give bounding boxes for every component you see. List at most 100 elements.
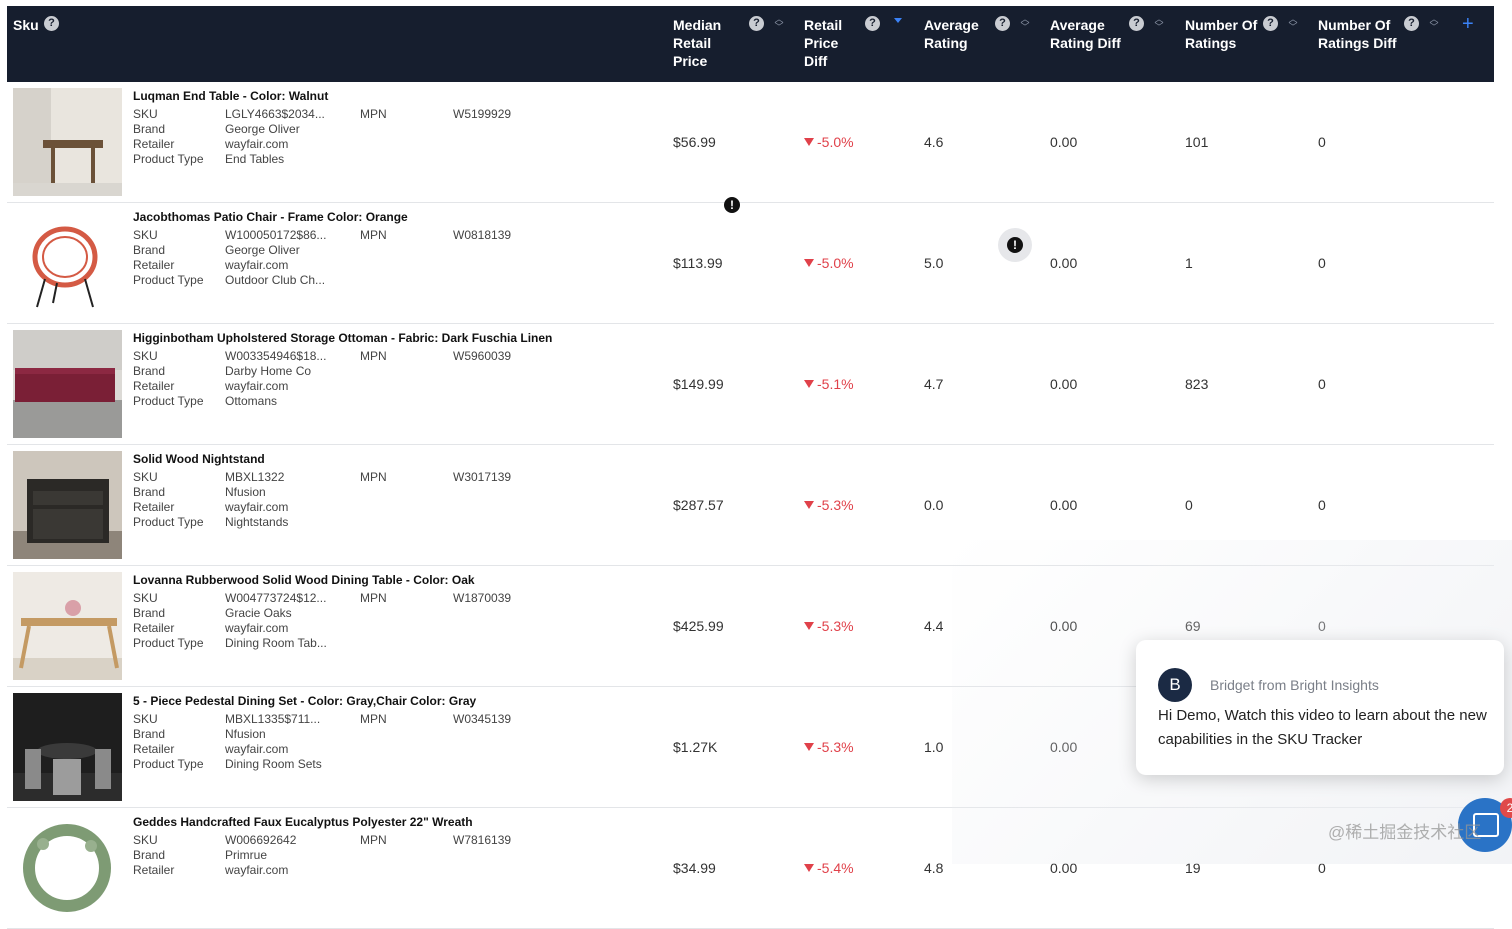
product-image[interactable] bbox=[13, 330, 122, 438]
median-retail-price: $425.99 bbox=[673, 618, 724, 634]
sku-value: W003354946$18... bbox=[225, 349, 327, 363]
average-rating-diff: 0.00 bbox=[1050, 618, 1078, 634]
retail-price-diff: -5.4% bbox=[804, 860, 854, 876]
sort-icon[interactable]: ︿ ﹀ bbox=[774, 14, 784, 32]
brand-value: Primrue bbox=[225, 848, 268, 862]
column-header-average-rating-diff[interactable]: Average Rating Diff bbox=[1050, 17, 1121, 51]
help-icon[interactable]: ? bbox=[1404, 16, 1419, 31]
warning-icon[interactable]: ! bbox=[724, 197, 740, 213]
help-icon[interactable]: ? bbox=[749, 16, 764, 31]
retailer-label: Retailer bbox=[133, 379, 175, 393]
sort-icon[interactable]: ︿ ﹀ bbox=[1020, 14, 1030, 32]
product-name[interactable]: Geddes Handcrafted Faux Eucalyptus Polye… bbox=[133, 815, 473, 829]
down-arrow-icon bbox=[804, 864, 814, 872]
number-of-ratings-diff: 0 bbox=[1318, 376, 1326, 392]
table-row[interactable]: Solid Wood Nightstand SKU MBXL1322 Brand N… bbox=[7, 445, 1494, 566]
brand-value: George Oliver bbox=[225, 243, 300, 257]
help-icon[interactable]: ? bbox=[44, 16, 59, 31]
sku-label: SKU bbox=[133, 470, 158, 484]
table-row[interactable]: Luqman End Table - Color: Walnut SKU LGLY… bbox=[7, 82, 1494, 203]
retailer-label: Retailer bbox=[133, 863, 175, 877]
help-icon[interactable]: ? bbox=[865, 16, 880, 31]
product-type-label: Product Type bbox=[133, 757, 204, 771]
table-header: Sku ? Median Retail Price ? ︿ ﹀ Retail Pr… bbox=[7, 6, 1494, 82]
sku-table: Sku ? Median Retail Price ? ︿ ﹀ Retail Pr… bbox=[7, 6, 1494, 929]
retail-price-diff-value: -5.4% bbox=[817, 860, 854, 876]
retail-price-diff-value: -5.3% bbox=[817, 739, 854, 755]
number-of-ratings: 823 bbox=[1185, 376, 1209, 392]
sku-label: SKU bbox=[133, 833, 158, 847]
chat-message-card[interactable]: B Bridget from Bright Insights Hi Demo, … bbox=[1136, 640, 1504, 775]
column-header-number-of-ratings-diff[interactable]: Number Of Ratings Diff bbox=[1318, 17, 1397, 51]
column-header-retail-price-diff[interactable]: Retail Price Diff bbox=[804, 17, 843, 69]
table-row[interactable]: Jacobthomas Patio Chair - Frame Color: O… bbox=[7, 203, 1494, 324]
retail-price-diff: -5.0% bbox=[804, 134, 854, 150]
product-image[interactable] bbox=[13, 451, 122, 559]
product-type-value: Nightstands bbox=[225, 515, 289, 529]
average-rating: 0.0 bbox=[924, 497, 944, 513]
average-rating: 1.0 bbox=[924, 739, 944, 755]
mpn-label: MPN bbox=[360, 107, 387, 121]
column-header-average-rating[interactable]: Average Rating bbox=[924, 17, 979, 51]
help-icon[interactable]: ? bbox=[1129, 16, 1144, 31]
retailer-value: wayfair.com bbox=[225, 137, 289, 151]
product-type-label: Product Type bbox=[133, 515, 204, 529]
product-image[interactable] bbox=[13, 88, 122, 196]
product-name[interactable]: Higginbotham Upholstered Storage Ottoman… bbox=[133, 331, 553, 345]
help-icon[interactable]: ? bbox=[1263, 16, 1278, 31]
sku-value: W006692642 bbox=[225, 833, 297, 847]
column-header-number-of-ratings[interactable]: Number Of Ratings bbox=[1185, 17, 1258, 51]
sku-value: LGLY4663$2034... bbox=[225, 107, 325, 121]
sort-icon[interactable]: ︿ ﹀ bbox=[1154, 14, 1164, 32]
product-type-label: Product Type bbox=[133, 273, 204, 287]
mpn-label: MPN bbox=[360, 833, 387, 847]
product-image[interactable] bbox=[13, 209, 122, 317]
product-name[interactable]: Luqman End Table - Color: Walnut bbox=[133, 89, 329, 103]
down-arrow-icon bbox=[804, 622, 814, 630]
brand-label: Brand bbox=[133, 364, 166, 378]
sort-icon[interactable]: ︿ ﹀ bbox=[1429, 14, 1439, 32]
number-of-ratings-diff: 0 bbox=[1318, 255, 1326, 271]
retail-price-diff-value: -5.1% bbox=[817, 376, 854, 392]
column-header-median-retail-price[interactable]: Median Retail Price bbox=[673, 17, 722, 69]
retailer-value: wayfair.com bbox=[225, 500, 289, 514]
product-name[interactable]: Lovanna Rubberwood Solid Wood Dining Tab… bbox=[133, 573, 475, 587]
chat-message-text[interactable]: Hi Demo, Watch this video to learn about… bbox=[1158, 707, 1487, 748]
retail-price-diff: -5.1% bbox=[804, 376, 854, 392]
retailer-value: wayfair.com bbox=[225, 742, 289, 756]
brand-label: Brand bbox=[133, 243, 166, 257]
brand-label: Brand bbox=[133, 606, 166, 620]
add-column-icon[interactable]: + bbox=[1462, 13, 1474, 35]
sku-value: MBXL1335$711... bbox=[225, 712, 321, 726]
sku-label: SKU bbox=[133, 591, 158, 605]
column-header-sku[interactable]: Sku bbox=[13, 17, 39, 33]
down-arrow-icon bbox=[804, 743, 814, 751]
product-name[interactable]: 5 - Piece Pedestal Dining Set - Color: G… bbox=[133, 694, 477, 708]
mpn-value: W0345139 bbox=[453, 712, 512, 726]
product-image[interactable] bbox=[13, 693, 122, 801]
product-name[interactable]: Solid Wood Nightstand bbox=[133, 452, 265, 466]
median-retail-price: $56.99 bbox=[673, 134, 716, 150]
down-arrow-icon bbox=[804, 259, 814, 267]
product-image[interactable] bbox=[13, 572, 122, 680]
sort-icon[interactable]: ︿ ﹀ bbox=[1288, 14, 1298, 32]
retail-price-diff-value: -5.0% bbox=[817, 134, 854, 150]
warning-icon[interactable]: ! bbox=[1007, 237, 1023, 253]
product-image[interactable] bbox=[13, 814, 122, 922]
sku-value: W004773724$12... bbox=[225, 591, 327, 605]
brand-value: Darby Home Co bbox=[225, 364, 312, 378]
mpn-value: W5199929 bbox=[453, 107, 512, 121]
table-row[interactable]: Higginbotham Upholstered Storage Ottoman… bbox=[7, 324, 1494, 445]
table-row[interactable]: Geddes Handcrafted Faux Eucalyptus Polye… bbox=[7, 808, 1494, 929]
mpn-label: MPN bbox=[360, 712, 387, 726]
help-icon[interactable]: ? bbox=[995, 16, 1010, 31]
sku-value: W100050172$86... bbox=[225, 228, 327, 242]
number-of-ratings: 1 bbox=[1185, 255, 1193, 271]
sort-desc-active-icon[interactable] bbox=[894, 18, 902, 23]
product-type-value: End Tables bbox=[225, 152, 285, 166]
avatar: B bbox=[1158, 668, 1192, 702]
retailer-value: wayfair.com bbox=[225, 258, 289, 272]
product-name[interactable]: Jacobthomas Patio Chair - Frame Color: O… bbox=[133, 210, 408, 224]
mpn-label: MPN bbox=[360, 470, 387, 484]
mpn-label: MPN bbox=[360, 228, 387, 242]
